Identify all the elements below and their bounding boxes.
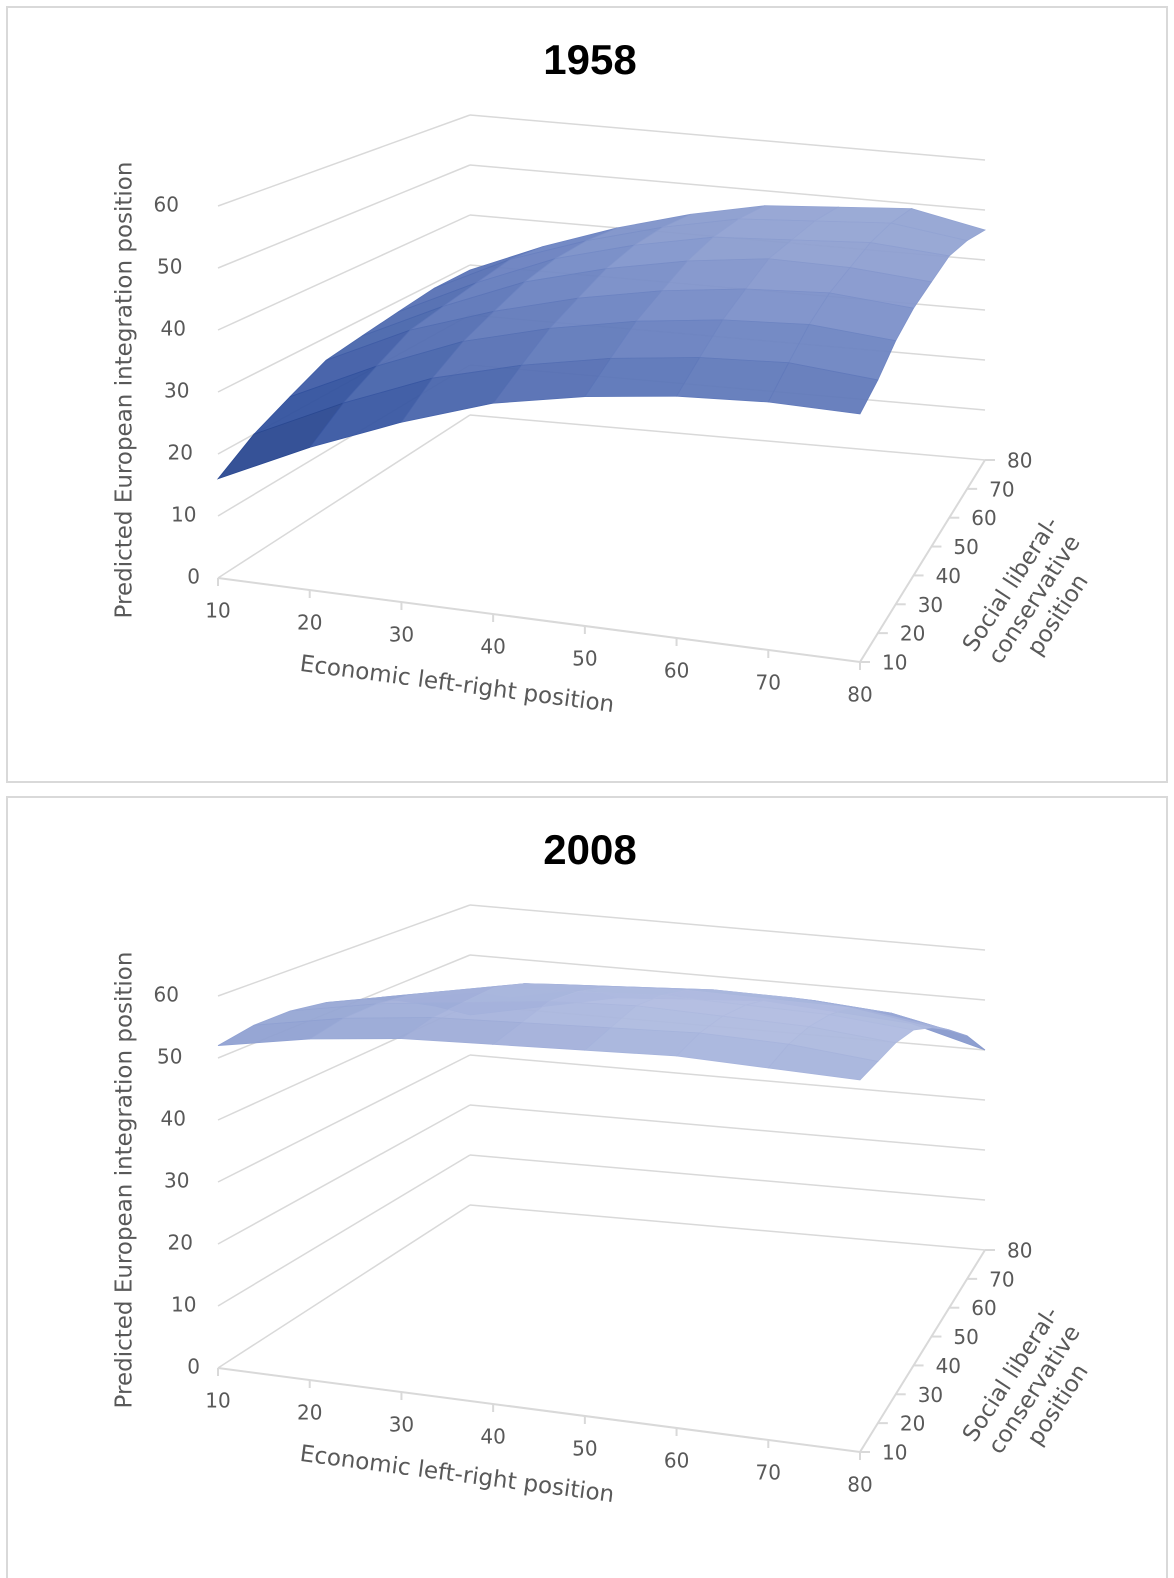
- chart-title: 1958: [543, 36, 636, 83]
- grid-line: [469, 1104, 986, 1151]
- z-tick-label: 60: [154, 193, 179, 217]
- y-tick-label: 30: [918, 593, 943, 617]
- chart-title: 2008: [543, 826, 636, 873]
- grid-line: [217, 904, 471, 997]
- y-tick-label: 70: [989, 477, 1014, 501]
- x-tick-label: 10: [205, 599, 230, 623]
- x-axis-title: Economic left-right position: [298, 1441, 615, 1508]
- grid-line: [217, 1204, 471, 1369]
- grid-line: [469, 414, 986, 461]
- x-tick-label: 50: [572, 647, 597, 671]
- y-tick-label: 60: [971, 506, 996, 530]
- y-tick-label: 50: [953, 535, 978, 559]
- grid-line: [217, 164, 471, 269]
- grid-line: [217, 1104, 471, 1245]
- z-tick-label: 30: [164, 1169, 189, 1193]
- surface-patch: [767, 1043, 879, 1081]
- x-tick-label: 30: [389, 1413, 414, 1437]
- x-tick-label: 50: [572, 1437, 597, 1461]
- y-tick-label: 80: [1007, 1239, 1032, 1263]
- x-tick-label: 80: [847, 683, 872, 707]
- y-tick-label: 40: [936, 564, 961, 588]
- x-tick-label: 70: [756, 1461, 781, 1485]
- z-tick-label: 0: [187, 1355, 200, 1379]
- z-tick-label: 20: [168, 441, 193, 465]
- z-tick-label: 60: [154, 983, 179, 1007]
- grid-line: [469, 114, 986, 161]
- z-tick-label: 0: [187, 565, 200, 589]
- grid-line: [469, 954, 986, 1001]
- z-tick-label: 10: [171, 503, 196, 527]
- y-tick-label: 80: [1007, 449, 1032, 473]
- x-tick-label: 60: [664, 1449, 689, 1473]
- grid-line: [217, 214, 471, 331]
- x-tick-label: 20: [297, 1401, 322, 1425]
- chart-frame: [6, 796, 1168, 1578]
- y-tick-label: 50: [953, 1325, 978, 1349]
- grid-line: [217, 1054, 471, 1183]
- grid-line: [217, 114, 471, 207]
- x-tick-label: 40: [480, 1425, 505, 1449]
- y-tick-label: 70: [989, 1267, 1014, 1291]
- z-tick-label: 40: [161, 1107, 186, 1131]
- z-tick-label: 40: [161, 317, 186, 341]
- z-tick-label: 50: [157, 255, 182, 279]
- y-axis: [859, 1249, 986, 1453]
- x-tick-label: 60: [664, 659, 689, 683]
- grid-line: [469, 904, 986, 951]
- x-axis: [217, 577, 861, 663]
- grid-line: [469, 164, 986, 211]
- x-tick-label: 30: [389, 623, 414, 647]
- z-axis-title: Predicted European integration position: [112, 162, 138, 619]
- y-tick-label: 10: [882, 651, 907, 675]
- x-tick-label: 80: [847, 1473, 872, 1497]
- y-tick-label: 30: [918, 1383, 943, 1407]
- x-axis: [217, 1367, 861, 1453]
- grid-line: [217, 264, 471, 393]
- x-tick-label: 70: [756, 671, 781, 695]
- y-tick-label: 60: [971, 1296, 996, 1320]
- z-tick-label: 50: [157, 1045, 182, 1069]
- grid-line: [469, 1154, 986, 1201]
- x-tick-label: 20: [297, 611, 322, 635]
- z-axis-title: Predicted European integration position: [112, 952, 138, 1409]
- grid-line: [217, 414, 471, 579]
- y-axis: [859, 459, 986, 663]
- surface-patch: [767, 362, 879, 415]
- y-tick-label: 20: [900, 1412, 925, 1436]
- y-tick-label: 40: [936, 1354, 961, 1378]
- z-tick-label: 10: [171, 1293, 196, 1317]
- grid-line: [217, 1154, 471, 1307]
- chart-frame: [6, 6, 1168, 783]
- grid-line: [469, 1054, 986, 1101]
- x-tick-label: 10: [205, 1389, 230, 1413]
- x-axis-title: Economic left-right position: [298, 651, 615, 718]
- z-tick-label: 20: [168, 1231, 193, 1255]
- grid-line: [469, 1204, 986, 1251]
- y-tick-label: 10: [882, 1441, 907, 1465]
- x-tick-label: 40: [480, 635, 505, 659]
- z-tick-label: 30: [164, 379, 189, 403]
- y-tick-label: 20: [900, 622, 925, 646]
